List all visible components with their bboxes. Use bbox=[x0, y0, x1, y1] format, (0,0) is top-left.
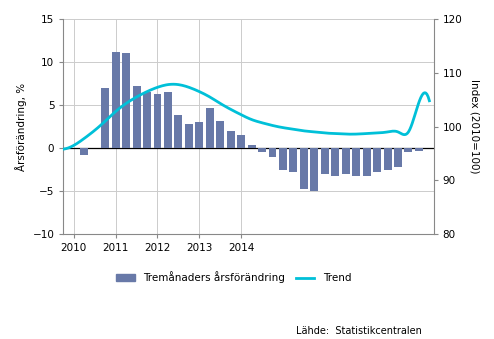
Bar bbox=[237, 135, 245, 148]
Y-axis label: Index (2010=100): Index (2010=100) bbox=[469, 79, 479, 174]
Bar bbox=[81, 148, 88, 155]
Bar bbox=[310, 148, 318, 191]
Bar bbox=[289, 148, 297, 172]
Bar bbox=[321, 148, 329, 174]
Bar bbox=[363, 148, 370, 176]
Bar bbox=[101, 88, 109, 148]
Bar bbox=[383, 148, 392, 170]
Bar bbox=[373, 148, 381, 172]
Bar bbox=[342, 148, 350, 174]
Bar bbox=[415, 148, 423, 151]
Bar bbox=[227, 131, 235, 148]
Bar bbox=[132, 86, 140, 148]
Bar bbox=[112, 52, 120, 148]
Legend: Tremånaders årsförändring, Trend: Tremånaders årsförändring, Trend bbox=[112, 267, 355, 287]
Bar bbox=[247, 145, 255, 148]
Bar bbox=[195, 122, 204, 148]
Text: Lähde:  Statistikcentralen: Lähde: Statistikcentralen bbox=[296, 326, 422, 336]
Bar bbox=[279, 148, 287, 170]
Bar bbox=[122, 53, 130, 148]
Bar bbox=[206, 108, 214, 148]
Bar bbox=[258, 148, 266, 152]
Bar bbox=[143, 92, 151, 148]
Bar bbox=[331, 148, 339, 176]
Bar bbox=[394, 148, 402, 167]
Y-axis label: Årsförändring, %: Årsförändring, % bbox=[15, 82, 27, 171]
Bar bbox=[216, 121, 224, 148]
Bar bbox=[352, 148, 360, 176]
Bar bbox=[174, 115, 182, 148]
Bar bbox=[164, 92, 172, 148]
Bar bbox=[405, 148, 412, 152]
Bar bbox=[300, 148, 308, 190]
Bar bbox=[154, 94, 162, 148]
Bar bbox=[185, 124, 193, 148]
Bar bbox=[269, 148, 277, 157]
